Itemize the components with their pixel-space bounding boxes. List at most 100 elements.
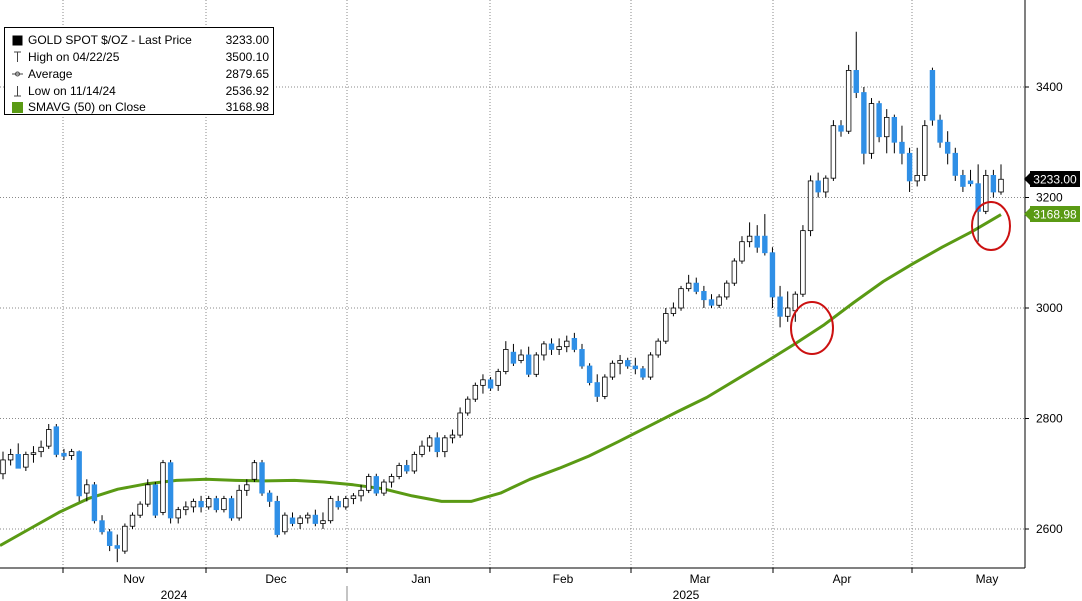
candle-body-down	[198, 500, 204, 508]
candle-body-up	[472, 384, 479, 400]
candle-body-down	[76, 451, 82, 497]
candle-body-up	[244, 484, 250, 491]
candle-body-up	[129, 514, 136, 527]
candle-body-up	[655, 340, 661, 356]
candle-body-down	[906, 152, 913, 182]
x-year-label-2025: 2025	[673, 588, 700, 601]
candle-body-up	[68, 451, 75, 456]
legend-row-low: Low on 11/14/24 2536.92	[11, 83, 269, 99]
candle-body-up	[282, 514, 288, 533]
candle-body-up	[183, 506, 189, 511]
candle-body-down	[640, 368, 646, 378]
candle-body-up	[678, 288, 684, 309]
candle-body-down	[548, 343, 555, 350]
candle-body-up	[343, 498, 349, 508]
candle-body-up	[670, 307, 677, 314]
candle-body-up	[358, 489, 364, 497]
candle-body-up	[137, 503, 143, 516]
x-tick-label-jan: Jan	[411, 572, 430, 586]
sma-swatch-icon	[11, 101, 23, 113]
legend-high-value: 3500.10	[225, 50, 269, 64]
average-marker-icon	[11, 68, 23, 80]
legend-sma-value: 3168.98	[225, 100, 269, 114]
candle-body-up	[449, 434, 456, 439]
candle-body-down	[312, 514, 319, 524]
candle-body-up	[411, 454, 418, 472]
x-tick-label-nov: Nov	[123, 572, 144, 586]
candle-body-down	[762, 235, 768, 254]
candle-body-up	[685, 282, 692, 290]
sma-line	[0, 213, 1002, 547]
candle-body-down	[487, 379, 494, 389]
low-marker-icon	[11, 85, 23, 97]
candle-body-up	[807, 180, 814, 232]
last-price-badge	[1030, 171, 1080, 187]
candle-body-down	[899, 141, 905, 154]
candle-body-down	[937, 119, 943, 143]
candle-body-up	[602, 376, 608, 397]
legend-row-high: High on 04/22/25 3500.10	[11, 49, 269, 65]
candle-body-down	[167, 462, 174, 519]
candle-body-up	[297, 517, 303, 524]
candle-body-down	[777, 296, 783, 317]
candle-body-up	[23, 454, 29, 468]
candle-body-down	[708, 299, 715, 306]
y-tick-label-3400: 3400	[1036, 80, 1063, 94]
candle-body-down	[594, 382, 600, 397]
candle-body-up	[457, 412, 463, 436]
candle-body-down	[289, 517, 296, 524]
candle-body-up	[792, 293, 799, 312]
candle-body-down	[579, 349, 585, 367]
candle-body-down	[525, 354, 532, 375]
candle-body-up	[724, 282, 730, 298]
candle-body-up	[868, 103, 875, 154]
candle-body-up	[122, 525, 128, 552]
candle-body-up	[426, 437, 433, 447]
candle-body-up	[922, 125, 928, 176]
candle-body-up	[236, 489, 242, 519]
candle-body-down	[404, 465, 410, 472]
legend-row-price: GOLD SPOT $/OZ - Last Price 3233.00	[11, 32, 269, 48]
candle-body-up	[518, 354, 524, 361]
candle-body-down	[106, 531, 113, 546]
last-price-badge-pointer	[1024, 173, 1030, 185]
candle-body-down	[853, 70, 859, 93]
candle-body-up	[465, 398, 471, 414]
candle-body-down	[61, 452, 67, 457]
candle-body-down	[152, 484, 159, 516]
sma-badge-pointer	[1024, 208, 1030, 220]
x-tick-label-feb: Feb	[553, 572, 574, 586]
candle-body-down	[510, 351, 517, 364]
y-tick-label-3000: 3000	[1036, 301, 1063, 315]
candle-body-up	[396, 465, 402, 477]
price-series-icon	[11, 34, 23, 46]
legend-row-sma: SMAVG (50) on Close 3168.98	[11, 99, 269, 115]
candle-body-up	[381, 481, 387, 494]
highlight-circle-march	[790, 301, 834, 355]
candle-body-down	[632, 365, 639, 370]
candle-body-down	[990, 174, 997, 193]
candle-body-down	[434, 437, 440, 453]
candle-body-up	[365, 476, 372, 491]
x-tick-label-dec: Dec	[265, 572, 286, 586]
legend-average-label: Average	[28, 67, 73, 81]
candle-body-down	[929, 70, 936, 121]
candle-body-up	[419, 445, 425, 455]
legend-row-average: Average 2879.65	[11, 66, 269, 82]
candle-body-up	[739, 241, 745, 262]
candle-body-up	[647, 354, 654, 378]
candle-body-up	[541, 343, 547, 356]
candle-body-up	[564, 340, 570, 348]
chart-legend: GOLD SPOT $/OZ - Last Price 3233.00 High…	[4, 27, 274, 115]
candle-body-up	[251, 462, 258, 480]
candle-body-up	[823, 177, 829, 193]
candle-body-up	[175, 509, 181, 519]
candle-body-up	[84, 484, 90, 494]
sma-badge	[1030, 206, 1080, 222]
candle-body-up	[845, 70, 852, 132]
candle-body-up	[0, 459, 6, 475]
candle-body-up	[160, 462, 166, 513]
candle-body-down	[838, 125, 844, 132]
